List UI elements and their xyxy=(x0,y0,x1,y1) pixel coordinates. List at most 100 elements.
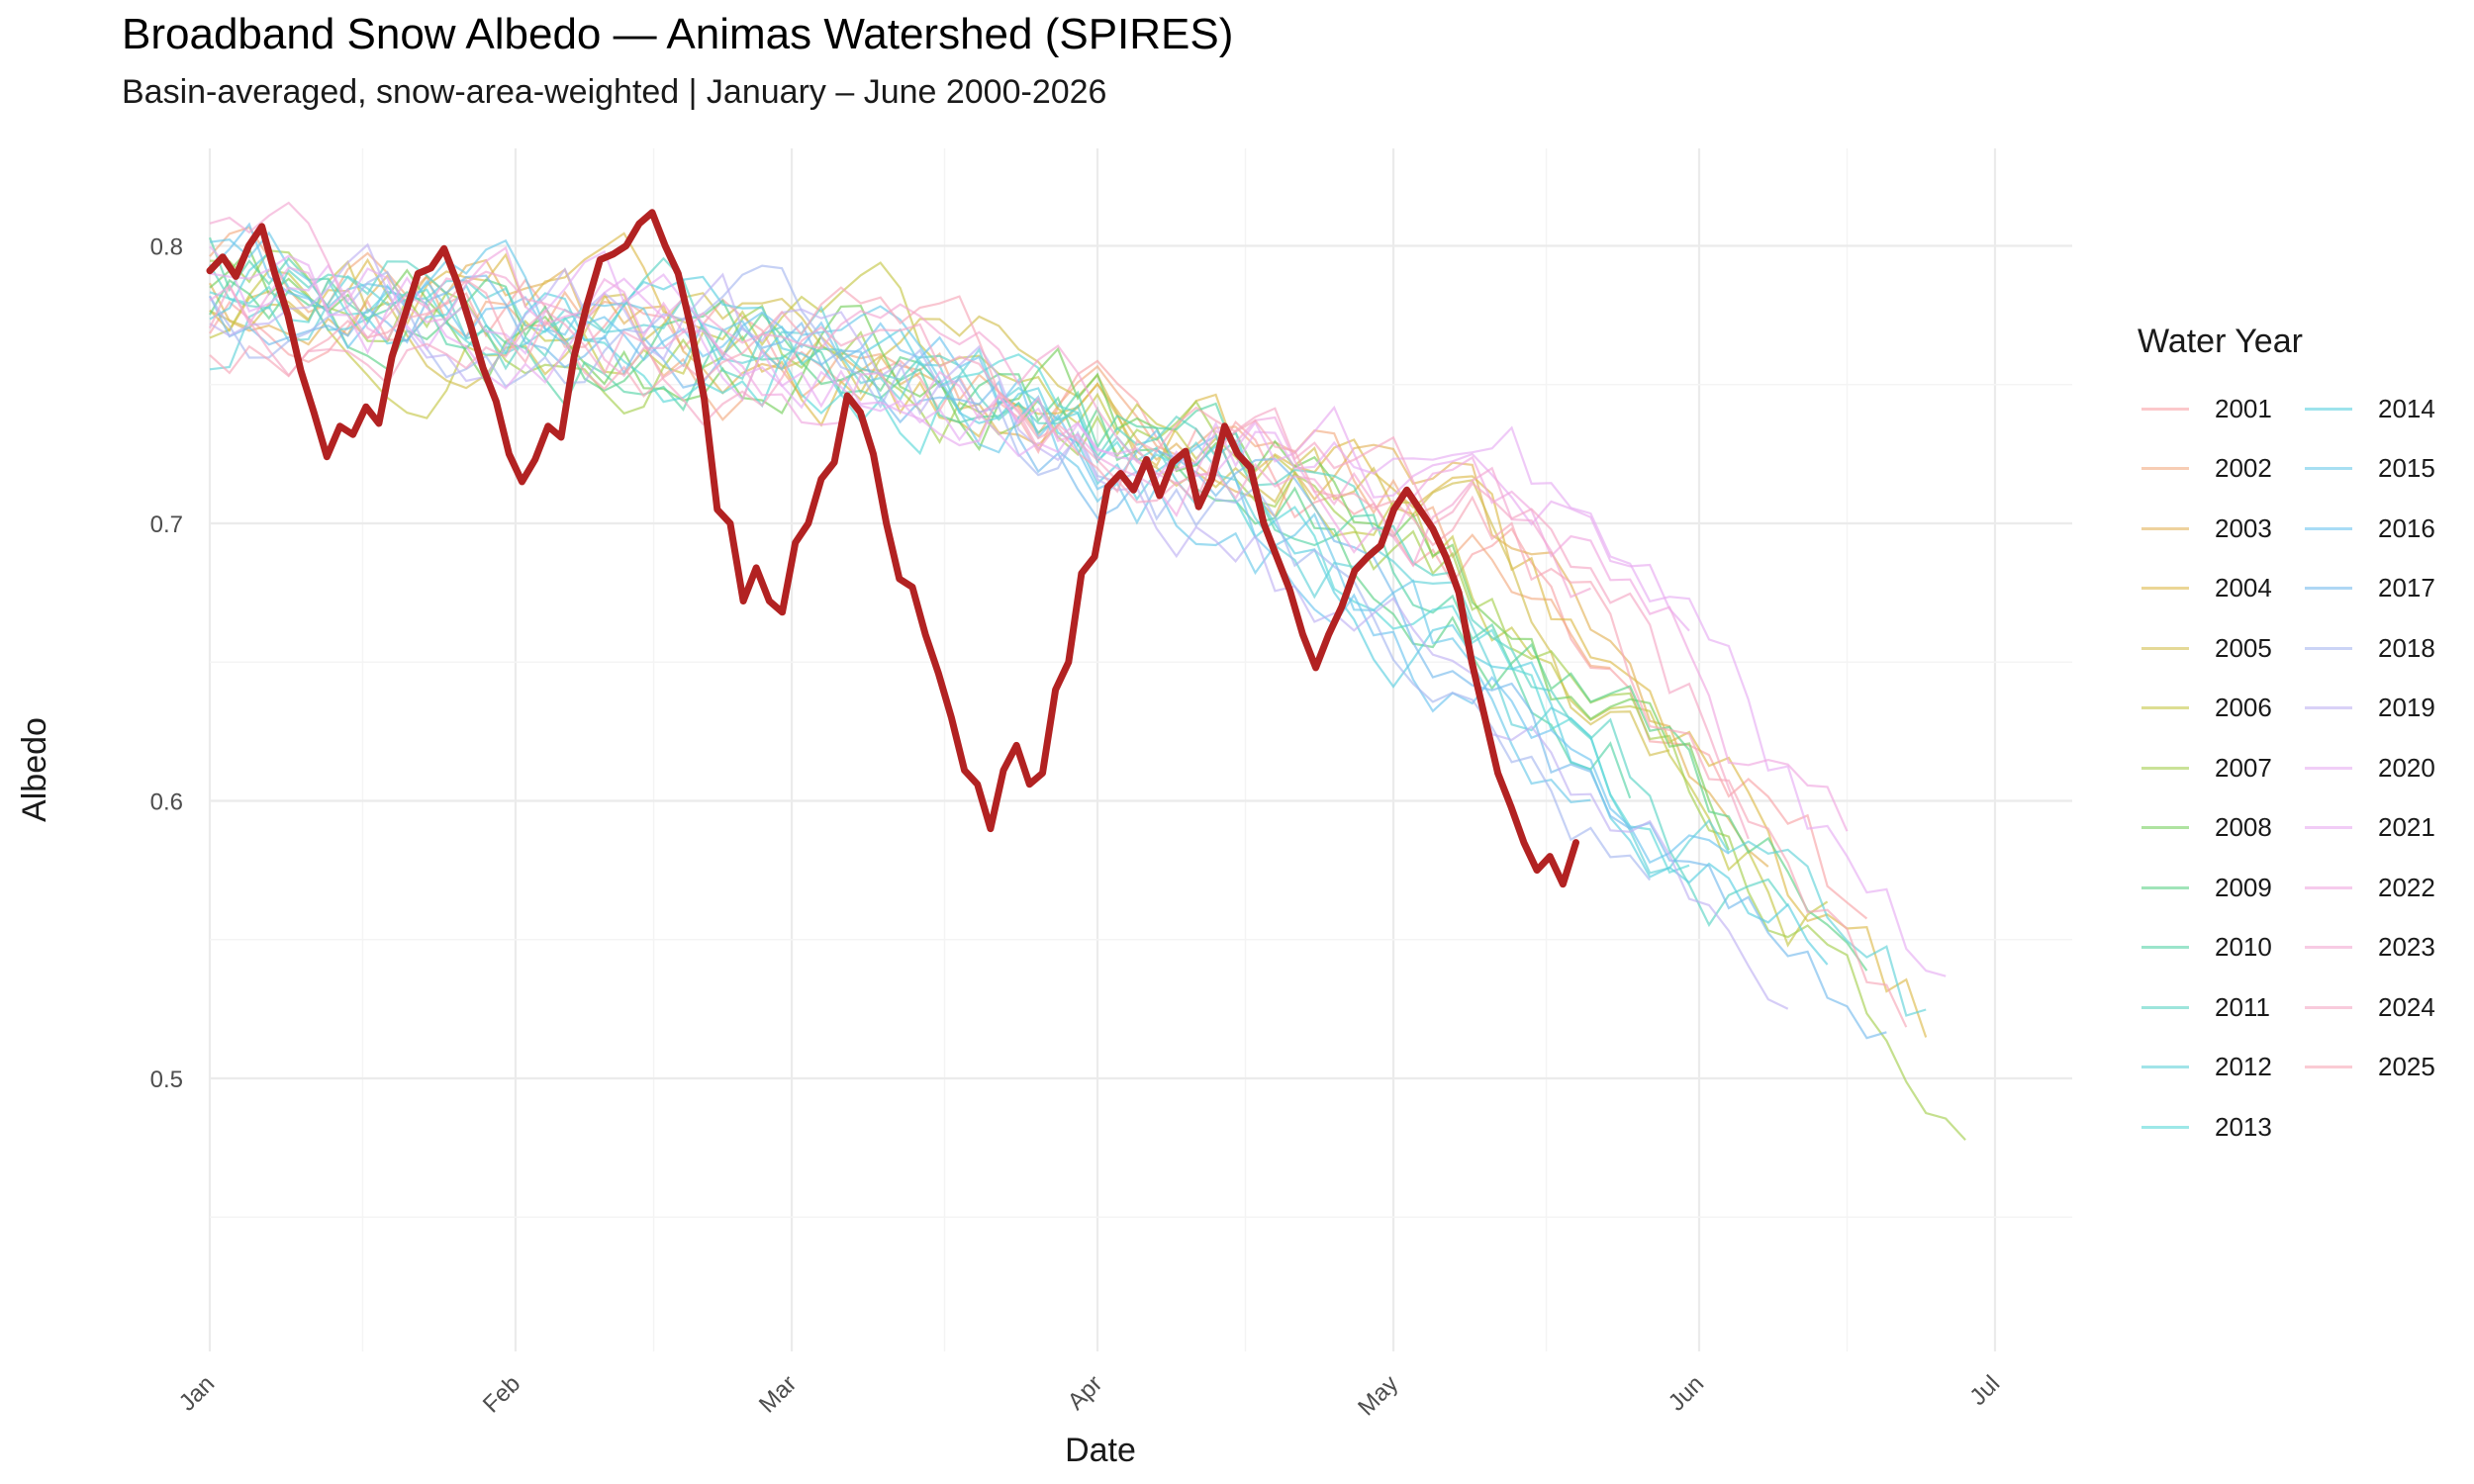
series-lines xyxy=(208,201,1966,1142)
series-line-2025 xyxy=(209,278,1908,1028)
legend-swatch xyxy=(2141,1066,2189,1069)
x-tick-label: Mar xyxy=(754,1370,802,1418)
series-line-2022 xyxy=(209,245,1849,832)
legend-label: 2013 xyxy=(2215,1111,2272,1142)
series-line-2002 xyxy=(209,226,1611,670)
series-line-2024 xyxy=(209,283,1750,840)
series-line-2011 xyxy=(209,256,1789,928)
legend-swatch xyxy=(2305,407,2352,411)
x-axis-title: Date xyxy=(1065,1432,1136,1469)
chart-title: Broadband Snow Albedo — Animas Watershed… xyxy=(122,10,1234,58)
highlight-series xyxy=(206,209,1579,888)
legend-swatch xyxy=(2305,1066,2352,1069)
legend-label: 2009 xyxy=(2215,872,2272,902)
x-tick-label: Jun xyxy=(1664,1370,1709,1416)
legend-column-2: 2014 2015 2016 2017 2018 2019 2020 2021 2022 2023… xyxy=(2301,379,2464,1158)
legend-label: 2023 xyxy=(2378,932,2435,963)
y-axis-title: Albedo xyxy=(16,717,53,822)
legend-swatch xyxy=(2141,1125,2189,1129)
legend-item: 2002 xyxy=(2138,439,2301,500)
series-line-2001 xyxy=(209,278,1868,920)
legend-label: 2021 xyxy=(2378,812,2435,843)
legend-swatch xyxy=(2305,946,2352,950)
legend-swatch xyxy=(2141,766,2189,770)
legend-label: 2006 xyxy=(2215,693,2272,723)
series-line-2005 xyxy=(209,259,1670,757)
legend-label: 2025 xyxy=(2378,1052,2435,1082)
series-line-2019 xyxy=(209,242,1789,1010)
legend-label: 2005 xyxy=(2215,632,2272,663)
legend-swatch xyxy=(2141,646,2189,650)
legend-item: 2010 xyxy=(2138,918,2301,978)
legend-item: 2022 xyxy=(2301,858,2464,918)
series-line-2017 xyxy=(209,274,1887,1040)
legend-swatch xyxy=(2141,885,2189,889)
legend-swatch xyxy=(2305,1005,2352,1009)
legend-label: 2024 xyxy=(2378,991,2435,1022)
legend-swatch xyxy=(2305,467,2352,471)
series-line-2009 xyxy=(209,278,1868,972)
legend-title: Water Year xyxy=(2138,323,2303,360)
x-tick-label: Feb xyxy=(478,1370,525,1418)
legend-swatch xyxy=(2141,526,2189,530)
legend-item: 2017 xyxy=(2301,559,2464,619)
series-line-2008 xyxy=(209,246,1730,851)
legend-swatch xyxy=(2141,467,2189,471)
legend-column-1: 2001 2002 2003 2004 2005 2006 2007 2008 2009 2010… xyxy=(2138,379,2301,1158)
legend: Water Year 2001 2002 2003 2004 2005 2006 2007 2… xyxy=(2138,323,2464,1158)
highlight-series-line xyxy=(206,209,1579,888)
legend-swatch xyxy=(2141,587,2189,591)
series-line-2003 xyxy=(209,258,1769,868)
legend-swatch xyxy=(2141,706,2189,710)
y-tick-label: 0.5 xyxy=(150,1067,183,1093)
series-line-2016 xyxy=(209,222,1730,865)
series-line-2014 xyxy=(209,250,1829,966)
legend-label: 2017 xyxy=(2378,573,2435,603)
legend-swatch xyxy=(2305,587,2352,591)
legend-swatch xyxy=(2305,885,2352,889)
series-line-2018 xyxy=(209,264,1652,881)
legend-item: 2016 xyxy=(2301,499,2464,559)
legend-columns: 2001 2002 2003 2004 2005 2006 2007 2008 2009 2010… xyxy=(2138,379,2464,1158)
legend-label: 2019 xyxy=(2378,693,2435,723)
series-line-2004 xyxy=(209,232,1928,1038)
legend-item: 2015 xyxy=(2301,439,2464,500)
x-tick-label: Apr xyxy=(1063,1370,1108,1416)
legend-swatch xyxy=(2141,407,2189,411)
legend-label: 2008 xyxy=(2215,812,2272,843)
legend-item: 2001 xyxy=(2138,379,2301,439)
legend-label: 2002 xyxy=(2215,453,2272,484)
legend-swatch xyxy=(2141,946,2189,950)
legend-item: 2007 xyxy=(2138,738,2301,798)
series-line-2023 xyxy=(209,201,1591,599)
legend-item: 2008 xyxy=(2138,798,2301,859)
legend-item: 2025 xyxy=(2301,1038,2464,1098)
legend-item: 2019 xyxy=(2301,679,2464,739)
legend-item: 2009 xyxy=(2138,858,2301,918)
legend-label: 2003 xyxy=(2215,512,2272,543)
legend-label: 2020 xyxy=(2378,752,2435,783)
series-line-2021 xyxy=(209,254,1690,632)
legend-swatch xyxy=(2305,526,2352,530)
legend-item: 2018 xyxy=(2301,618,2464,679)
y-tick-label: 0.8 xyxy=(150,234,183,261)
x-tick-label: Jul xyxy=(1964,1370,2005,1411)
legend-item: 2003 xyxy=(2138,499,2301,559)
y-tick-label: 0.7 xyxy=(150,511,183,538)
x-tick-label: May xyxy=(1353,1370,1403,1421)
series-line-2006 xyxy=(209,261,1829,948)
legend-label: 2004 xyxy=(2215,573,2272,603)
legend-item: 2012 xyxy=(2138,1038,2301,1098)
x-tick-label: Jan xyxy=(174,1370,220,1416)
legend-item: 2023 xyxy=(2301,918,2464,978)
legend-item: 2013 xyxy=(2138,1097,2301,1158)
legend-label: 2014 xyxy=(2378,393,2435,423)
legend-swatch xyxy=(2305,766,2352,770)
legend-item: 2024 xyxy=(2301,977,2464,1038)
series-line-2010 xyxy=(208,236,1632,799)
legend-item: 2004 xyxy=(2138,559,2301,619)
legend-label: 2001 xyxy=(2215,393,2272,423)
legend-label: 2010 xyxy=(2215,932,2272,963)
legend-swatch xyxy=(2305,646,2352,650)
